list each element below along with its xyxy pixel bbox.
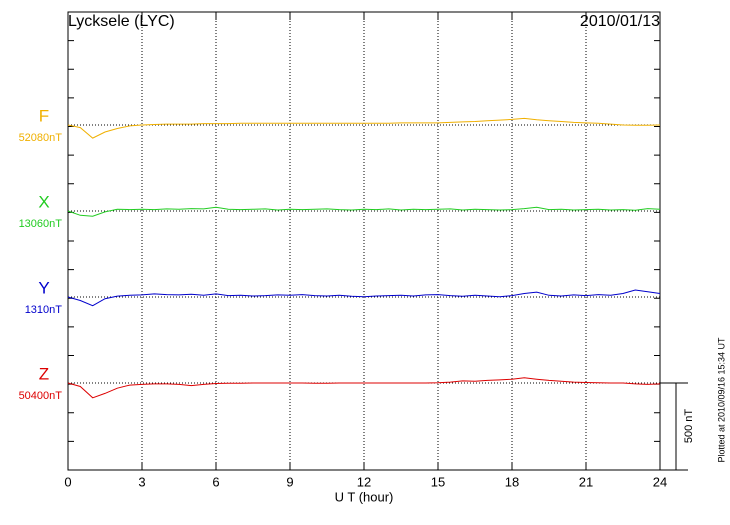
- chart-date: 2010/01/13: [580, 13, 660, 30]
- series-name: Y: [38, 278, 49, 297]
- x-tick-label: 15: [431, 474, 445, 489]
- baseline-label: 52080nT: [19, 132, 63, 144]
- series-line: [67, 117, 661, 139]
- series-line: [67, 289, 661, 307]
- x-tick-label: 9: [286, 474, 293, 489]
- x-tick-label: 18: [505, 474, 519, 489]
- series-name: Z: [39, 364, 49, 383]
- scale-bar-label: 500 nT: [683, 409, 695, 444]
- series-line: [67, 377, 661, 399]
- x-tick-label: 6: [212, 474, 219, 489]
- x-tick-label: 24: [653, 474, 667, 489]
- x-tick-label: 3: [138, 474, 145, 489]
- baseline-label: 1310nT: [25, 304, 63, 316]
- x-tick-label: 0: [64, 474, 71, 489]
- chart-title: Lycksele (LYC): [68, 13, 175, 30]
- series-line: [67, 206, 661, 217]
- baseline-label: 13060nT: [19, 218, 63, 230]
- x-tick-label: 12: [357, 474, 371, 489]
- footnote: Plotted at 2010/09/16 15:34 UT: [716, 337, 726, 463]
- x-tick-label: 21: [579, 474, 593, 489]
- series-name: X: [38, 192, 49, 211]
- baseline-label: 50400nT: [19, 390, 63, 402]
- series-name: F: [39, 106, 49, 125]
- x-axis-label: U T (hour): [335, 489, 394, 504]
